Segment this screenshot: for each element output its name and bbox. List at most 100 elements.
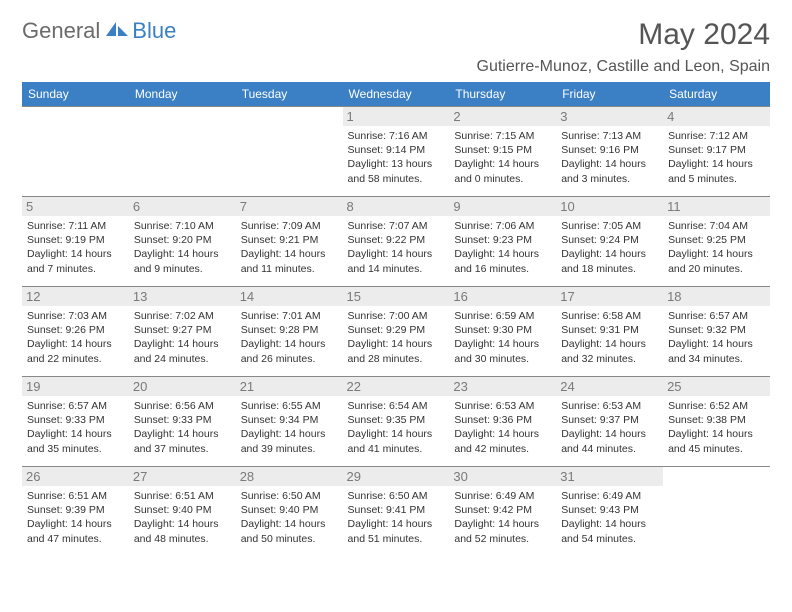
sunset-text: Sunset: 9:26 PM [27,323,124,337]
weekday-header: Monday [129,82,236,107]
sunrise-text: Sunrise: 7:09 AM [241,219,338,233]
sunset-text: Sunset: 9:31 PM [561,323,658,337]
title-block: May 2024 Gutierre-Munoz, Castille and Le… [477,18,771,76]
daylight-text: Daylight: 14 hours and 7 minutes. [27,247,124,275]
day-number: 3 [556,107,663,126]
day-details: Sunrise: 7:06 AMSunset: 9:23 PMDaylight:… [454,219,551,276]
sunset-text: Sunset: 9:14 PM [348,143,445,157]
day-number: 18 [663,287,770,306]
day-number: 5 [22,197,129,216]
sunset-text: Sunset: 9:29 PM [348,323,445,337]
sunset-text: Sunset: 9:33 PM [134,413,231,427]
header: General Blue May 2024 Gutierre-Munoz, Ca… [22,18,770,76]
day-number: 17 [556,287,663,306]
sunset-text: Sunset: 9:33 PM [27,413,124,427]
day-details: Sunrise: 7:13 AMSunset: 9:16 PMDaylight:… [561,129,658,186]
logo-sail-icon [106,20,130,43]
day-details: Sunrise: 6:57 AMSunset: 9:32 PMDaylight:… [668,309,765,366]
day-number: 24 [556,377,663,396]
day-details: Sunrise: 7:11 AMSunset: 9:19 PMDaylight:… [27,219,124,276]
daylight-text: Daylight: 14 hours and 20 minutes. [668,247,765,275]
sunset-text: Sunset: 9:39 PM [27,503,124,517]
daylight-text: Daylight: 14 hours and 39 minutes. [241,427,338,455]
calendar-day-cell: 4Sunrise: 7:12 AMSunset: 9:17 PMDaylight… [663,107,770,197]
calendar-week-row: 12 Sunrise: 7:03 AMSunset: 9:26 PMDayligh… [22,287,770,377]
day-details: Sunrise: 6:51 AMSunset: 9:40 PMDaylight:… [134,489,231,546]
daylight-text: Daylight: 13 hours and 58 minutes. [348,157,445,185]
day-number: 7 [236,197,343,216]
calendar-day-cell: 17 Sunrise: 6:58 AMSunset: 9:31 PMDayligh… [556,287,663,377]
sunset-text: Sunset: 9:36 PM [454,413,551,427]
sunset-text: Sunset: 9:19 PM [27,233,124,247]
sunset-text: Sunset: 9:25 PM [668,233,765,247]
sunset-text: Sunset: 9:15 PM [454,143,551,157]
day-number: 12 [22,287,129,306]
daylight-text: Daylight: 14 hours and 26 minutes. [241,337,338,365]
sunrise-text: Sunrise: 6:49 AM [561,489,658,503]
sunset-text: Sunset: 9:23 PM [454,233,551,247]
sunrise-text: Sunrise: 7:12 AM [668,129,765,143]
daylight-text: Daylight: 14 hours and 0 minutes. [454,157,551,185]
daylight-text: Daylight: 14 hours and 45 minutes. [668,427,765,455]
calendar-day-cell: 1Sunrise: 7:16 AMSunset: 9:14 PMDaylight… [343,107,450,197]
day-details: Sunrise: 7:10 AMSunset: 9:20 PMDaylight:… [134,219,231,276]
sunset-text: Sunset: 9:21 PM [241,233,338,247]
daylight-text: Daylight: 14 hours and 18 minutes. [561,247,658,275]
calendar-day-cell: 31Sunrise: 6:49 AMSunset: 9:43 PMDayligh… [556,467,663,557]
weekday-header: Friday [556,82,663,107]
calendar-week-row: 5 Sunrise: 7:11 AMSunset: 9:19 PMDaylight… [22,197,770,287]
day-number: 21 [236,377,343,396]
sunrise-text: Sunrise: 7:10 AM [134,219,231,233]
calendar-day-cell: 12 Sunrise: 7:03 AMSunset: 9:26 PMDayligh… [22,287,129,377]
sunset-text: Sunset: 9:24 PM [561,233,658,247]
day-number: 16 [449,287,556,306]
day-details: Sunrise: 6:56 AMSunset: 9:33 PMDaylight:… [134,399,231,456]
sunset-text: Sunset: 9:27 PM [134,323,231,337]
daylight-text: Daylight: 14 hours and 28 minutes. [348,337,445,365]
calendar-table: Sunday Monday Tuesday Wednesday Thursday… [22,82,770,557]
daylight-text: Daylight: 14 hours and 50 minutes. [241,517,338,545]
daylight-text: Daylight: 14 hours and 24 minutes. [134,337,231,365]
day-details: Sunrise: 6:57 AMSunset: 9:33 PMDaylight:… [27,399,124,456]
day-details: Sunrise: 6:58 AMSunset: 9:31 PMDaylight:… [561,309,658,366]
day-details: Sunrise: 7:03 AMSunset: 9:26 PMDaylight:… [27,309,124,366]
sunset-text: Sunset: 9:40 PM [134,503,231,517]
sunset-text: Sunset: 9:38 PM [668,413,765,427]
day-details: Sunrise: 7:04 AMSunset: 9:25 PMDaylight:… [668,219,765,276]
weekday-header: Thursday [449,82,556,107]
calendar-day-cell: 28Sunrise: 6:50 AMSunset: 9:40 PMDayligh… [236,467,343,557]
sunrise-text: Sunrise: 6:55 AM [241,399,338,413]
day-number: 29 [343,467,450,486]
calendar-day-cell: 8Sunrise: 7:07 AMSunset: 9:22 PMDaylight… [343,197,450,287]
sunrise-text: Sunrise: 7:02 AM [134,309,231,323]
day-details: Sunrise: 7:02 AMSunset: 9:27 PMDaylight:… [134,309,231,366]
sunset-text: Sunset: 9:20 PM [134,233,231,247]
sunset-text: Sunset: 9:34 PM [241,413,338,427]
calendar-day-cell: 9Sunrise: 7:06 AMSunset: 9:23 PMDaylight… [449,197,556,287]
logo-text-general: General [22,18,100,44]
day-details: Sunrise: 6:54 AMSunset: 9:35 PMDaylight:… [348,399,445,456]
calendar-day-cell: 15Sunrise: 7:00 AMSunset: 9:29 PMDayligh… [343,287,450,377]
calendar-day-cell: 22 Sunrise: 6:54 AMSunset: 9:35 PMDayligh… [343,377,450,467]
sunrise-text: Sunrise: 6:53 AM [454,399,551,413]
calendar-day-cell: 20Sunrise: 6:56 AMSunset: 9:33 PMDayligh… [129,377,236,467]
day-number: 22 [343,377,450,396]
location-text: Gutierre-Munoz, Castille and Leon, Spain [477,58,771,76]
day-number: 30 [449,467,556,486]
sunrise-text: Sunrise: 6:50 AM [348,489,445,503]
daylight-text: Daylight: 14 hours and 9 minutes. [134,247,231,275]
sunrise-text: Sunrise: 6:56 AM [134,399,231,413]
daylight-text: Daylight: 14 hours and 32 minutes. [561,337,658,365]
sunrise-text: Sunrise: 7:04 AM [668,219,765,233]
weekday-header: Sunday [22,82,129,107]
daylight-text: Daylight: 14 hours and 3 minutes. [561,157,658,185]
weekday-header-row: Sunday Monday Tuesday Wednesday Thursday… [22,82,770,107]
day-number: 14 [236,287,343,306]
calendar-day-cell [663,467,770,557]
sunrise-text: Sunrise: 7:00 AM [348,309,445,323]
calendar-day-cell: 6Sunrise: 7:10 AMSunset: 9:20 PMDaylight… [129,197,236,287]
day-details: Sunrise: 6:55 AMSunset: 9:34 PMDaylight:… [241,399,338,456]
sunset-text: Sunset: 9:42 PM [454,503,551,517]
daylight-text: Daylight: 14 hours and 30 minutes. [454,337,551,365]
day-number: 4 [663,107,770,126]
